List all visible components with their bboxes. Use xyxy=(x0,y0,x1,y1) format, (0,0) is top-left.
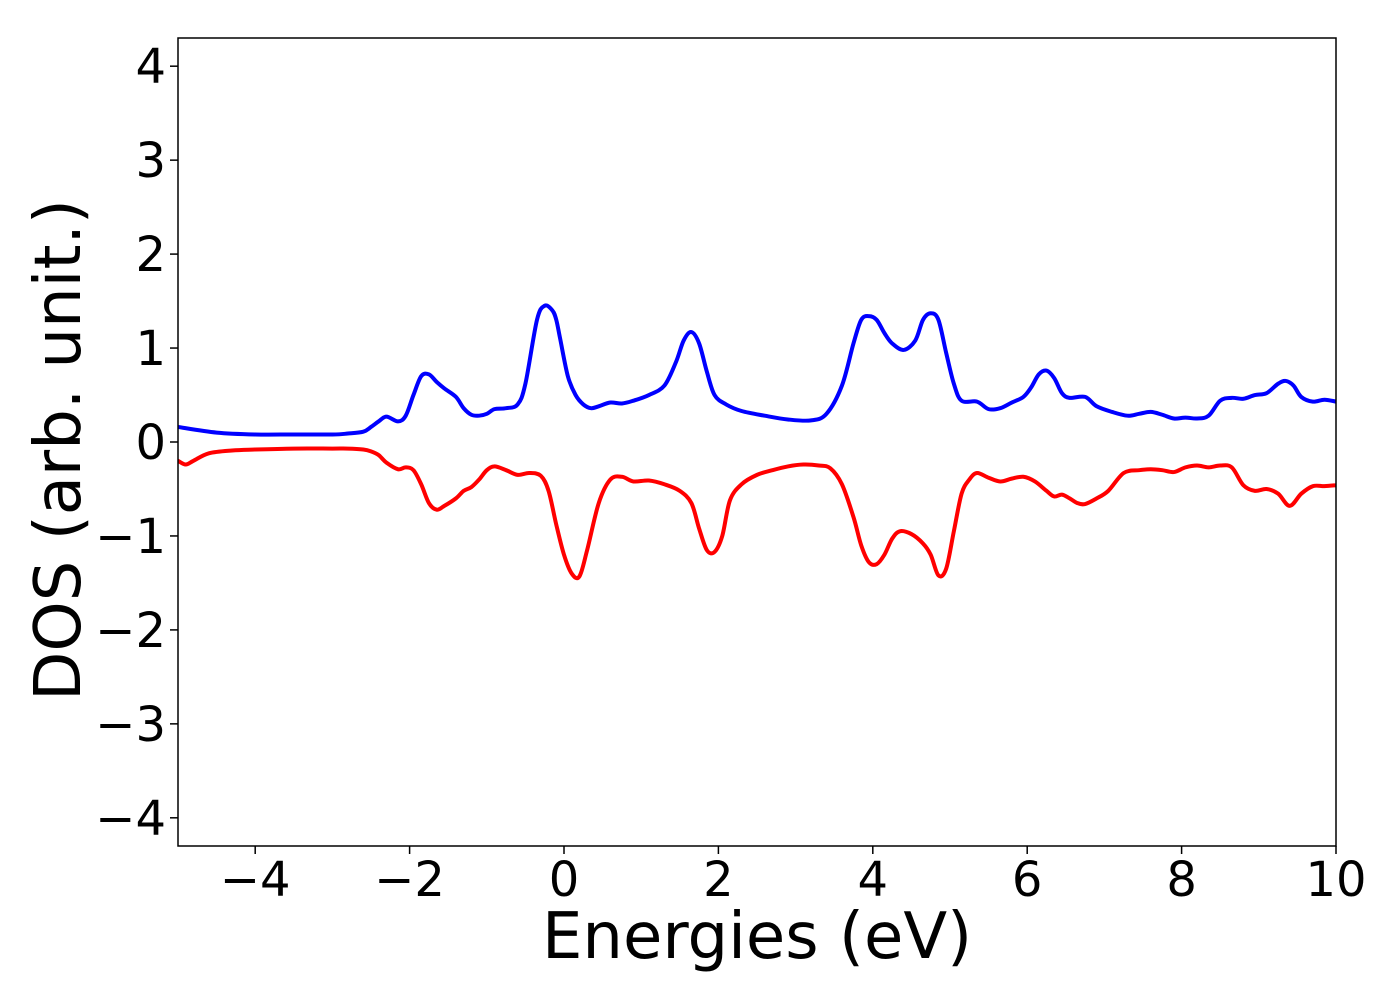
x-tick-label: 0 xyxy=(549,852,580,908)
y-tick-label: −2 xyxy=(95,603,166,659)
x-tick-label: 6 xyxy=(1012,852,1043,908)
y-axis: −4 −3 −2 −1 0 1 2 3 4 xyxy=(95,39,178,847)
x-tick-label: −2 xyxy=(374,852,445,908)
series-layer xyxy=(178,303,1336,581)
x-tick-label: −4 xyxy=(220,852,291,908)
y-tick-label: 0 xyxy=(135,415,166,471)
y-tick-label: −3 xyxy=(95,697,166,753)
y-axis-title: DOS (arb. unit.) xyxy=(22,199,96,701)
y-tick-label: 2 xyxy=(135,227,166,283)
x-tick-label: 4 xyxy=(858,852,889,908)
x-tick-label: 10 xyxy=(1305,852,1366,908)
series-line-spin-up xyxy=(178,303,1336,437)
y-tick-label: 3 xyxy=(135,133,166,189)
x-tick-label: 2 xyxy=(703,852,734,908)
x-axis-title: Energies (eV) xyxy=(542,900,972,974)
series-line-spin-down xyxy=(178,446,1336,581)
y-tick-label: −1 xyxy=(95,509,166,565)
y-tick-label: 4 xyxy=(135,39,166,95)
y-tick-label: 1 xyxy=(135,321,166,377)
x-axis: −4 −2 0 2 4 6 8 10 xyxy=(220,846,1367,908)
x-tick-label: 8 xyxy=(1166,852,1197,908)
y-tick-label: −4 xyxy=(95,791,166,847)
